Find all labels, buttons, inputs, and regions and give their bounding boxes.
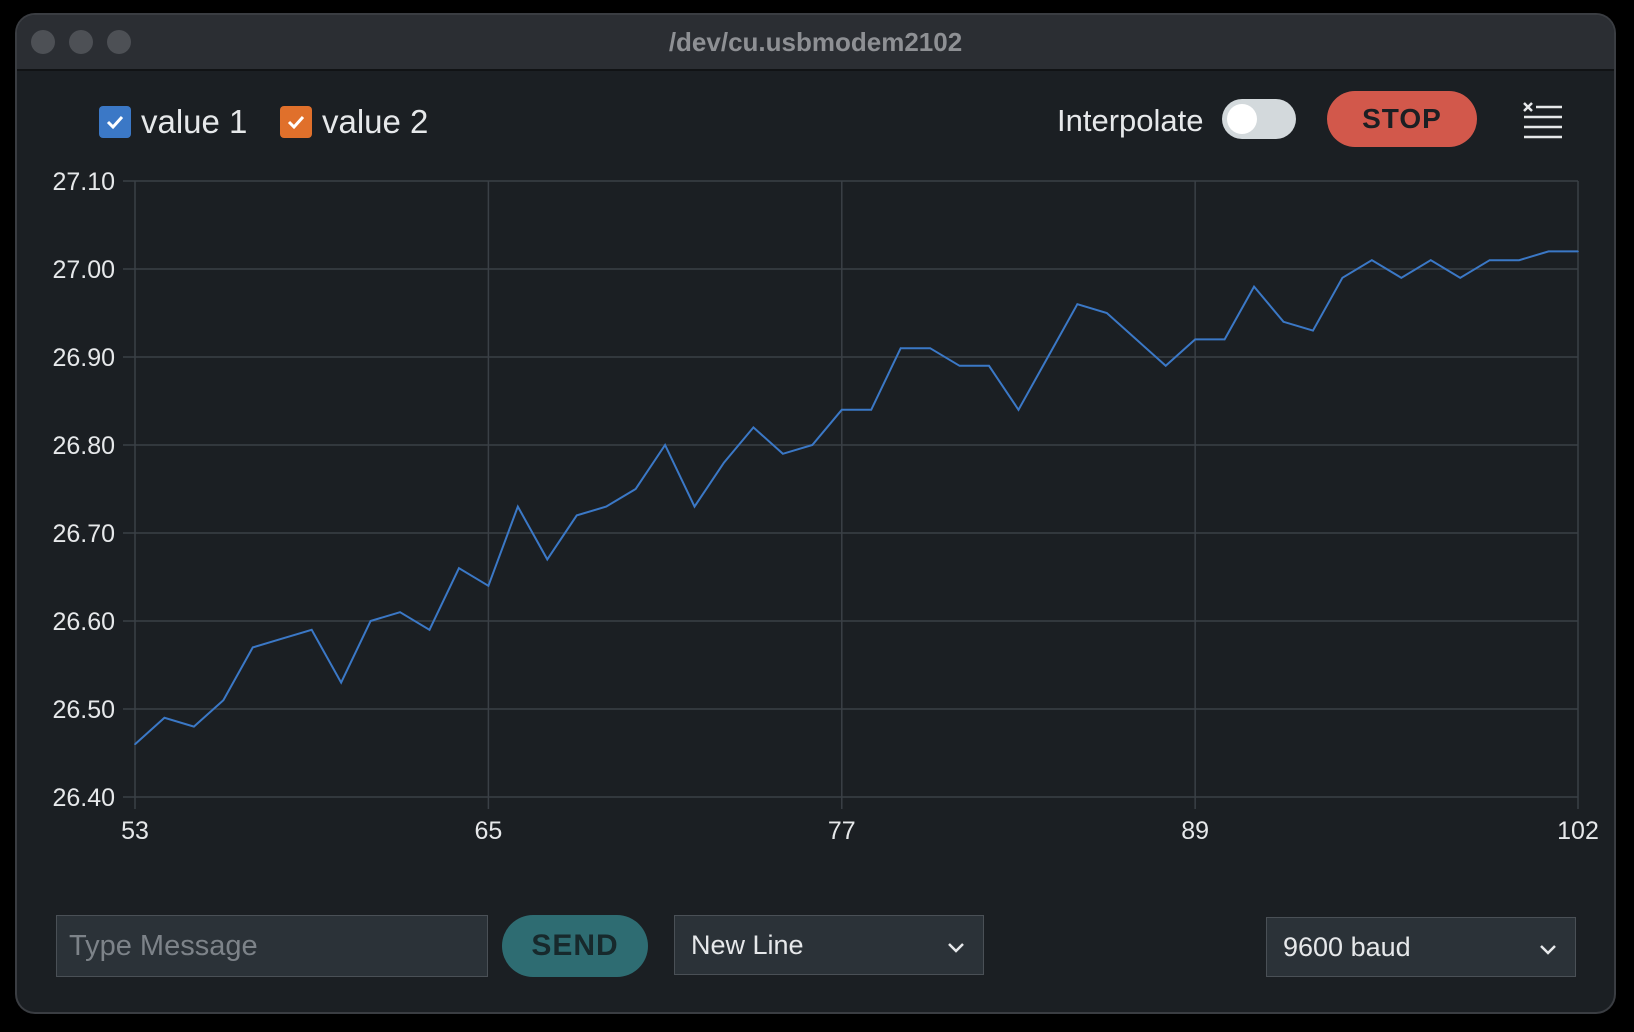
data-point: [870, 409, 873, 411]
window-title: /dev/cu.usbmodem2102: [668, 27, 963, 57]
data-point: [428, 629, 431, 631]
data-point: [458, 567, 460, 569]
x-tick-label: 65: [474, 817, 502, 845]
baud-rate-value: 9600 baud: [1283, 931, 1411, 962]
legend-item-value-2[interactable]: value 2: [280, 102, 428, 142]
y-tick-label: 27.00: [52, 256, 115, 284]
data-point: [193, 725, 195, 728]
value-2-label: value 2: [322, 103, 429, 140]
data-point: [988, 365, 990, 367]
data-point: [605, 505, 607, 508]
baud-rate-select[interactable]: 9600 baud: [1266, 917, 1576, 977]
stop-button[interactable]: STOP: [1327, 91, 1477, 147]
data-point: [1547, 250, 1550, 253]
interpolate-toggle[interactable]: [1222, 99, 1296, 139]
data-point: [1253, 285, 1255, 288]
y-tick-label: 27.10: [52, 168, 115, 196]
y-tick-label: 26.60: [52, 608, 115, 636]
data-point: [163, 717, 166, 719]
data-point: [693, 505, 696, 508]
value-1-label: value 1: [141, 103, 248, 140]
chevron-down-icon: [948, 943, 964, 953]
data-point: [1400, 277, 1403, 279]
x-tick-label: 89: [1181, 817, 1209, 845]
y-tick-label: 26.50: [52, 696, 115, 724]
data-point: [1047, 356, 1049, 358]
x-tick-label: 77: [828, 817, 856, 845]
data-point: [251, 646, 254, 649]
data-point: [281, 637, 284, 640]
data-point: [723, 461, 725, 464]
data-point: [1194, 338, 1196, 341]
toggle-knob: [1227, 104, 1257, 134]
data-point: [369, 620, 372, 622]
data-point: [1518, 259, 1520, 261]
data-point: [664, 444, 666, 446]
data-point: [752, 426, 755, 429]
data-point: [134, 743, 136, 745]
data-point: [782, 453, 784, 455]
y-tick-label: 26.70: [52, 520, 115, 548]
data-point: [811, 444, 814, 446]
data-point: [1135, 338, 1138, 341]
message-input[interactable]: [56, 915, 488, 977]
data-point: [487, 585, 490, 587]
x-tick-label: 102: [1557, 817, 1599, 845]
data-point: [399, 611, 401, 613]
chevron-down-icon: [1540, 945, 1556, 955]
data-point: [1577, 250, 1579, 253]
data-point: [634, 488, 637, 490]
data-point: [899, 347, 902, 350]
data-point: [1164, 365, 1167, 367]
legend-item-value-1[interactable]: value 1: [99, 102, 247, 142]
data-point: [517, 505, 519, 508]
data-point: [1341, 277, 1344, 279]
send-button[interactable]: SEND: [502, 915, 648, 977]
value-2-checkbox[interactable]: [280, 106, 312, 138]
series-line-1: [134, 250, 1578, 745]
y-tick-label: 26.90: [52, 344, 115, 372]
line-ending-select[interactable]: New Line: [674, 915, 984, 975]
check-icon: [106, 115, 124, 130]
data-point: [1017, 409, 1020, 411]
data-point: [340, 681, 342, 684]
data-point: [1459, 277, 1462, 279]
zoom-window-button[interactable]: [107, 30, 131, 54]
data-point: [1076, 303, 1079, 306]
data-point: [222, 699, 225, 701]
y-tick-label: 26.80: [52, 432, 115, 460]
x-tick-label: 53: [121, 817, 149, 845]
close-window-button[interactable]: [31, 30, 55, 54]
data-point: [1371, 259, 1373, 261]
value-1-checkbox[interactable]: [99, 106, 131, 138]
data-point: [1282, 321, 1285, 323]
check-icon: [287, 115, 305, 130]
serial-plotter-window: /dev/cu.usbmodem2102 value 1 value 2 Int…: [17, 15, 1614, 1012]
data-point: [958, 365, 961, 367]
data-point: [546, 558, 549, 561]
data-point: [310, 629, 313, 631]
data-point: [1488, 259, 1491, 261]
data-point: [929, 347, 931, 350]
minimize-window-button[interactable]: [69, 30, 93, 54]
data-point: [1429, 259, 1432, 261]
y-tick-label: 26.40: [52, 784, 115, 812]
line-ending-value: New Line: [691, 929, 804, 960]
interpolate-label: Interpolate: [1057, 103, 1204, 138]
data-point: [1106, 312, 1108, 314]
data-point: [575, 514, 578, 517]
plot-chart: 27.10 27.00 26.90 26.80 26.70 26.60 26.50 26.40…: [52, 168, 1599, 845]
clear-list-icon[interactable]: [1522, 100, 1564, 140]
title-bar: /dev/cu.usbmodem2102: [17, 15, 1614, 71]
data-point: [840, 409, 843, 411]
data-point: [1312, 329, 1314, 332]
data-point: [1223, 338, 1226, 341]
